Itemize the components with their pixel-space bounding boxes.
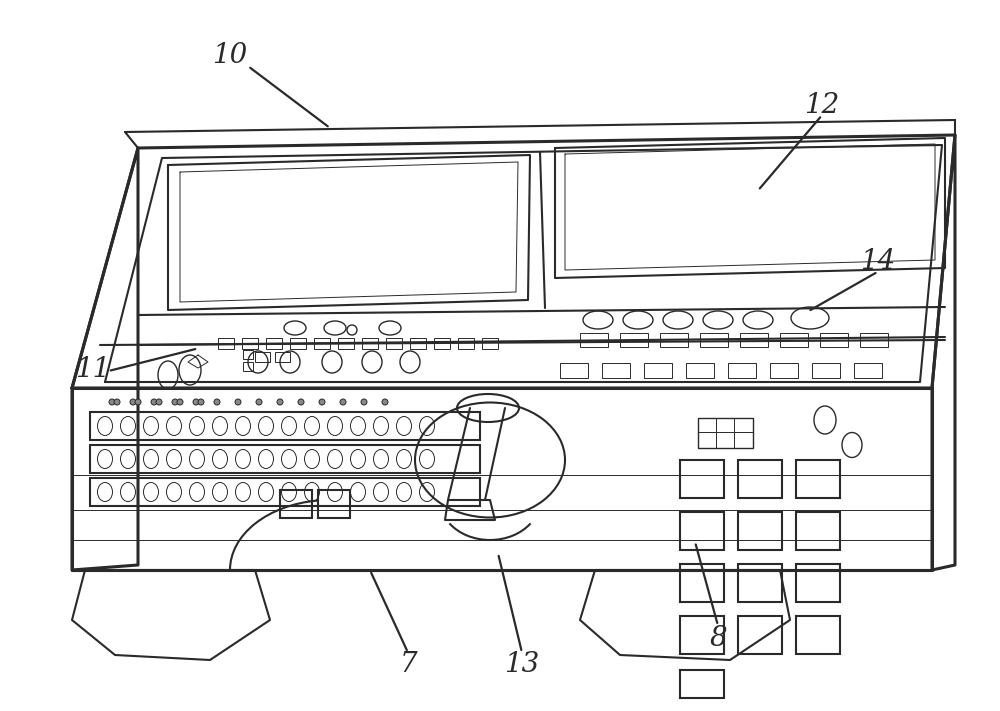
- Bar: [728, 363, 756, 378]
- Bar: [700, 333, 728, 347]
- Ellipse shape: [214, 399, 220, 405]
- Bar: [644, 363, 672, 378]
- Bar: [738, 564, 782, 602]
- Bar: [386, 338, 402, 349]
- Bar: [680, 670, 724, 698]
- Ellipse shape: [235, 399, 241, 405]
- Ellipse shape: [172, 399, 178, 405]
- Bar: [275, 352, 290, 362]
- Text: 12: 12: [804, 92, 840, 119]
- Bar: [362, 338, 378, 349]
- Ellipse shape: [156, 399, 162, 405]
- Bar: [820, 333, 848, 347]
- Bar: [770, 363, 798, 378]
- Bar: [482, 338, 498, 349]
- Ellipse shape: [198, 399, 204, 405]
- Text: 13: 13: [504, 651, 540, 678]
- Text: 14: 14: [860, 248, 896, 275]
- Bar: [218, 338, 234, 349]
- Bar: [680, 460, 724, 498]
- Bar: [242, 338, 258, 349]
- Ellipse shape: [340, 399, 346, 405]
- Ellipse shape: [109, 399, 115, 405]
- Bar: [738, 460, 782, 498]
- Ellipse shape: [177, 399, 183, 405]
- Bar: [90, 445, 480, 473]
- Bar: [602, 363, 630, 378]
- Bar: [680, 564, 724, 602]
- Text: 7: 7: [399, 651, 417, 678]
- Text: 11: 11: [75, 356, 111, 383]
- Bar: [796, 460, 840, 498]
- Bar: [318, 490, 350, 518]
- Ellipse shape: [151, 399, 157, 405]
- Bar: [410, 338, 426, 349]
- Ellipse shape: [135, 399, 141, 405]
- Ellipse shape: [130, 399, 136, 405]
- Ellipse shape: [277, 399, 283, 405]
- Ellipse shape: [382, 399, 388, 405]
- Bar: [255, 352, 270, 362]
- Bar: [280, 490, 312, 518]
- Bar: [738, 616, 782, 654]
- Bar: [698, 418, 753, 448]
- Text: 8: 8: [709, 625, 727, 652]
- Bar: [434, 338, 450, 349]
- Bar: [90, 478, 480, 506]
- Text: 10: 10: [212, 42, 248, 69]
- Ellipse shape: [256, 399, 262, 405]
- Bar: [680, 512, 724, 550]
- Bar: [338, 338, 354, 349]
- Ellipse shape: [193, 399, 199, 405]
- Bar: [680, 616, 724, 654]
- Bar: [290, 338, 306, 349]
- Bar: [620, 333, 648, 347]
- Ellipse shape: [298, 399, 304, 405]
- Ellipse shape: [361, 399, 367, 405]
- Bar: [314, 338, 330, 349]
- Bar: [796, 616, 840, 654]
- Bar: [796, 512, 840, 550]
- Bar: [458, 338, 474, 349]
- Bar: [812, 363, 840, 378]
- Bar: [738, 512, 782, 550]
- Bar: [796, 564, 840, 602]
- Bar: [660, 333, 688, 347]
- Bar: [243, 350, 253, 359]
- Bar: [90, 412, 480, 440]
- Bar: [560, 363, 588, 378]
- Bar: [860, 333, 888, 347]
- Bar: [243, 362, 253, 371]
- Bar: [266, 338, 282, 349]
- Ellipse shape: [319, 399, 325, 405]
- Bar: [686, 363, 714, 378]
- Bar: [854, 363, 882, 378]
- Ellipse shape: [114, 399, 120, 405]
- Bar: [740, 333, 768, 347]
- Bar: [780, 333, 808, 347]
- Bar: [580, 333, 608, 347]
